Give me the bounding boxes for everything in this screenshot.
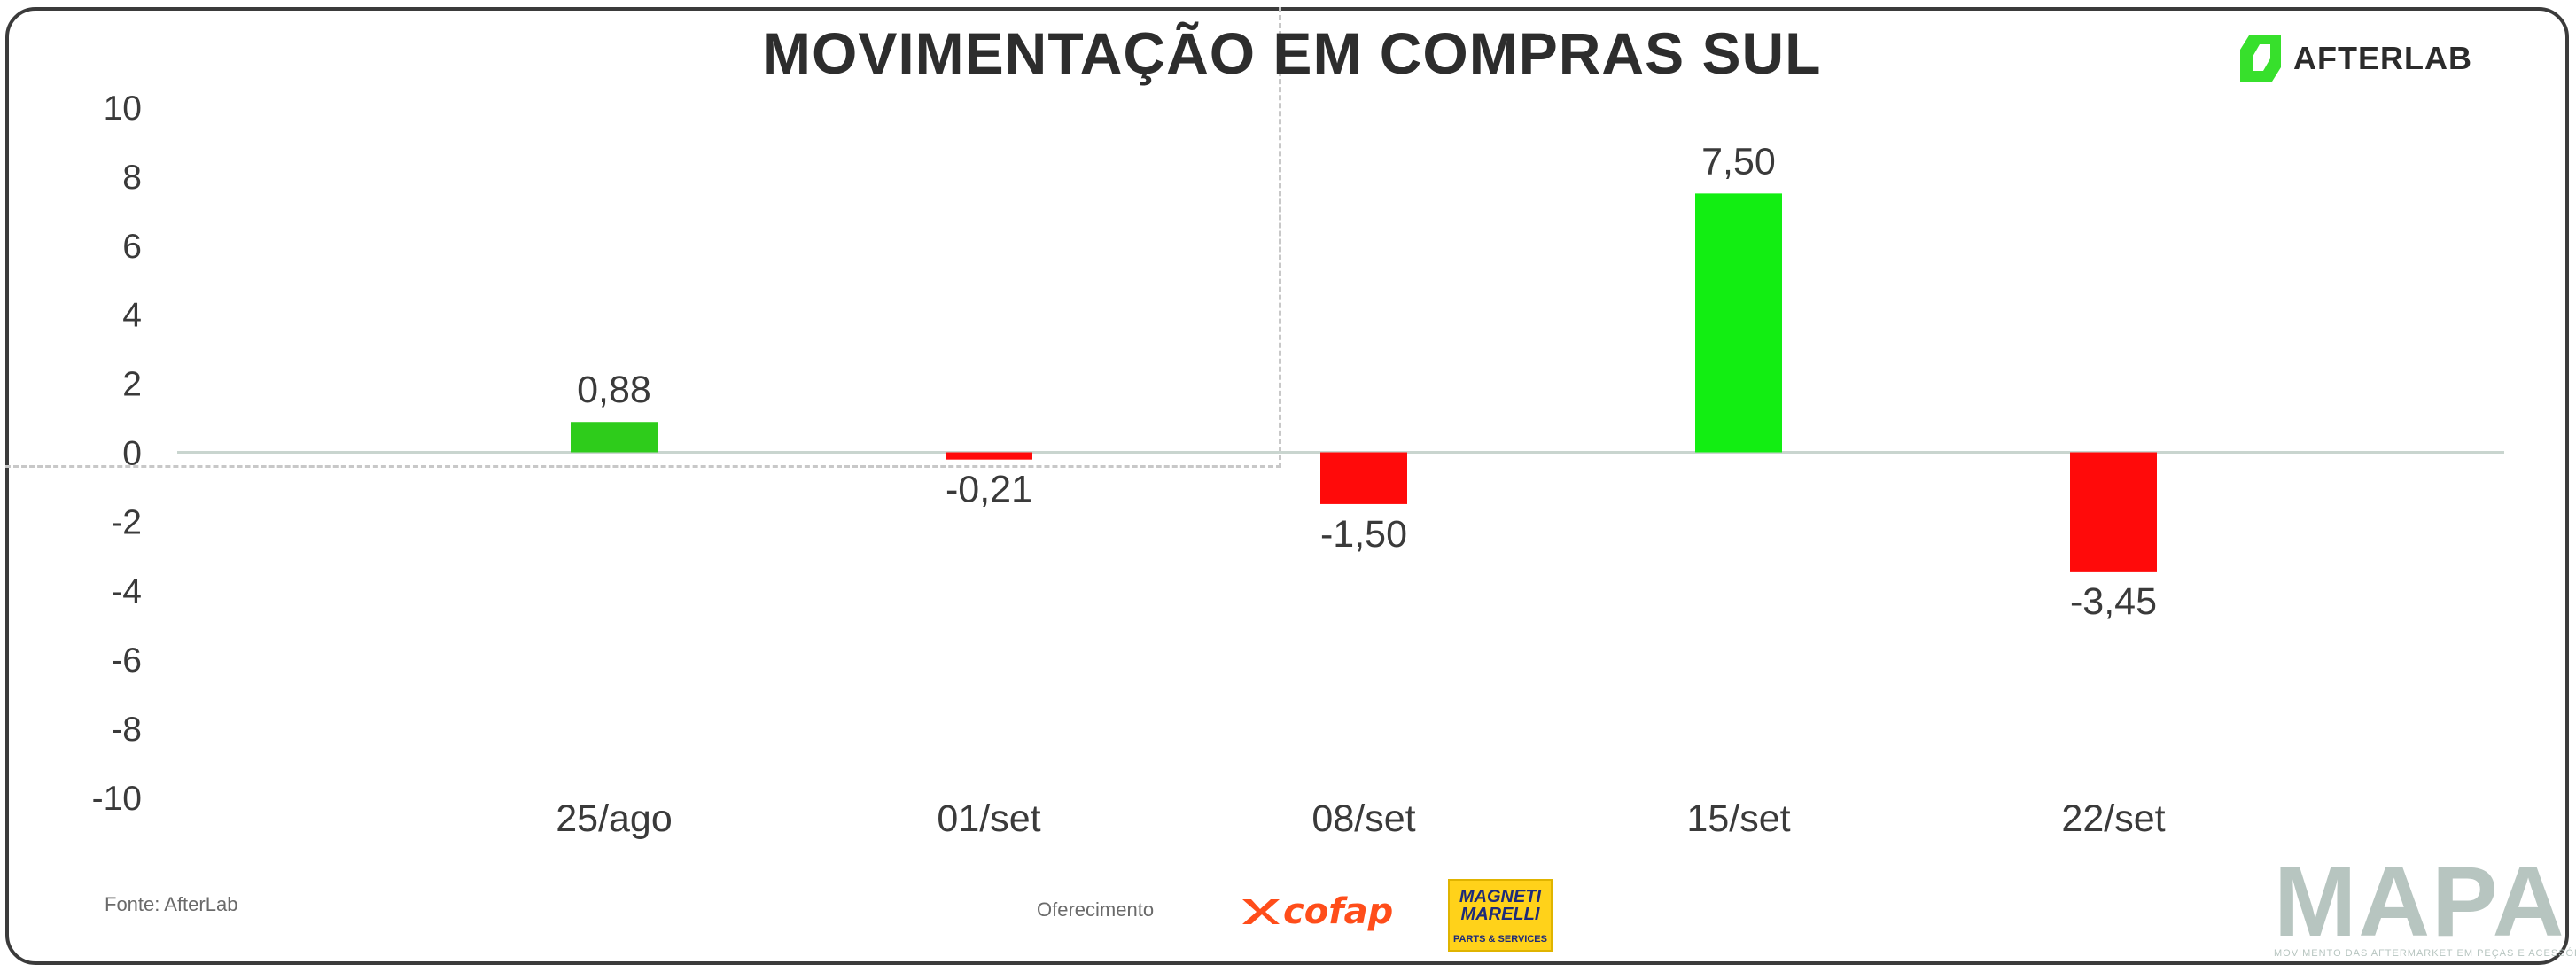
bar-25/ago <box>571 422 658 453</box>
mapa-logo: MAPA MOVIMENTO DAS AFTERMARKET EM PEÇAS … <box>2274 846 2576 960</box>
y-tick-label: 4 <box>122 297 142 335</box>
bar-01/set <box>946 452 1032 460</box>
bars-group <box>571 193 2157 572</box>
y-tick-label: -8 <box>111 711 142 749</box>
data-label: -0,21 <box>946 469 1032 511</box>
data-label: 7,50 <box>1701 140 1776 183</box>
cofap-mark-icon <box>1242 899 1280 924</box>
mapa-tagline: MOVIMENTO DAS AFTERMARKET EM PEÇAS E ACE… <box>2274 948 2576 959</box>
overlay-artifact <box>5 7 1281 468</box>
y-tick-label: -6 <box>111 642 142 680</box>
y-tick-label: 2 <box>122 366 142 404</box>
x-tick-label: 15/set <box>1686 797 1790 840</box>
data-label: -1,50 <box>1320 513 1407 556</box>
afterlab-wordmark: AFTERLAB <box>2293 40 2472 76</box>
source-note: Fonte: AfterLab <box>105 893 238 915</box>
afterlab-logo: AFTERLAB <box>2240 35 2472 82</box>
bar-15/set <box>1695 193 1782 453</box>
y-tick-label: -10 <box>92 780 142 818</box>
y-tick-label: 8 <box>122 159 142 197</box>
cofap-logo: cofap <box>1239 891 1393 932</box>
bar-08/set <box>1320 452 1407 504</box>
y-axis: 10 8 6 4 2 0 -2 -4 -6 -8 -10 <box>92 89 142 818</box>
x-tick-label: 01/set <box>937 797 1040 840</box>
sponsor-note: Oferecimento <box>1037 898 1155 921</box>
data-labels: 0,88 -0,21 -1,50 7,50 -3,45 <box>577 140 2157 623</box>
cofap-wordmark: cofap <box>1283 891 1394 932</box>
x-tick-label: 08/set <box>1311 797 1415 840</box>
magneti-wordmark: MAGNETI MARELLI <box>1459 887 1542 924</box>
magneti-marelli-logo: MAGNETI MARELLI PARTS & SERVICES <box>1448 879 1553 952</box>
data-label: 0,88 <box>577 369 651 411</box>
x-tick-label: 22/set <box>2061 797 2165 840</box>
afterlab-icon <box>2240 35 2281 82</box>
mapa-wordmark: MAPA <box>2274 846 2566 957</box>
chart-title: MOVIMENTAÇÃO EM COMPRAS SUL <box>762 20 1822 86</box>
magneti-subtitle: PARTS & SERVICES <box>1453 934 1547 945</box>
x-tick-label: 25/ago <box>556 797 673 840</box>
x-axis: 25/ago 01/set 08/set 15/set 22/set <box>556 797 2165 840</box>
y-tick-label: -4 <box>111 572 142 610</box>
y-tick-label: 0 <box>122 435 142 473</box>
y-tick-label: -2 <box>111 503 142 541</box>
y-tick-label: 6 <box>122 228 142 266</box>
data-label: -3,45 <box>2070 580 2157 623</box>
y-tick-label: 10 <box>104 89 142 128</box>
bar-22/set <box>2070 452 2157 572</box>
